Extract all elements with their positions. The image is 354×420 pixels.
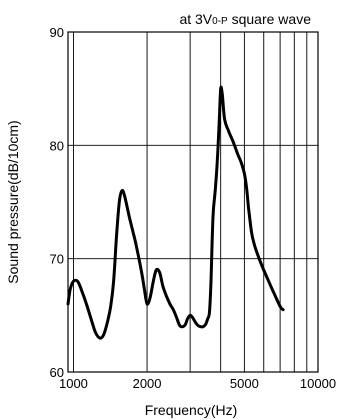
x-tick-label-5000: 5000 xyxy=(230,376,259,391)
y-tick-label-80: 80 xyxy=(50,138,64,153)
series-line-sound-pressure xyxy=(66,85,285,340)
annotation-suffix: square wave xyxy=(228,11,311,27)
annotation-prefix: at 3V xyxy=(179,11,212,27)
plot-frame xyxy=(67,31,319,373)
annotation-subscript: 0-P xyxy=(212,16,228,27)
y-tick-label-90: 90 xyxy=(50,25,64,40)
y-tick-label-60: 60 xyxy=(50,365,64,380)
x-tick-label-2000: 2000 xyxy=(133,376,162,391)
x-tick-label-1000: 1000 xyxy=(59,376,88,391)
x-tick-label-10000: 10000 xyxy=(300,376,336,391)
x-axis-title: Frequency(Hz) xyxy=(145,402,238,418)
y-axis-title: Sound pressure(dB/10cm) xyxy=(5,120,21,283)
tick-labels: 1000 2000 5000 10000 60 70 80 90 xyxy=(50,25,337,391)
chart-annotation: at 3V0-P square wave xyxy=(179,11,311,27)
y-tick-label-70: 70 xyxy=(50,252,64,267)
